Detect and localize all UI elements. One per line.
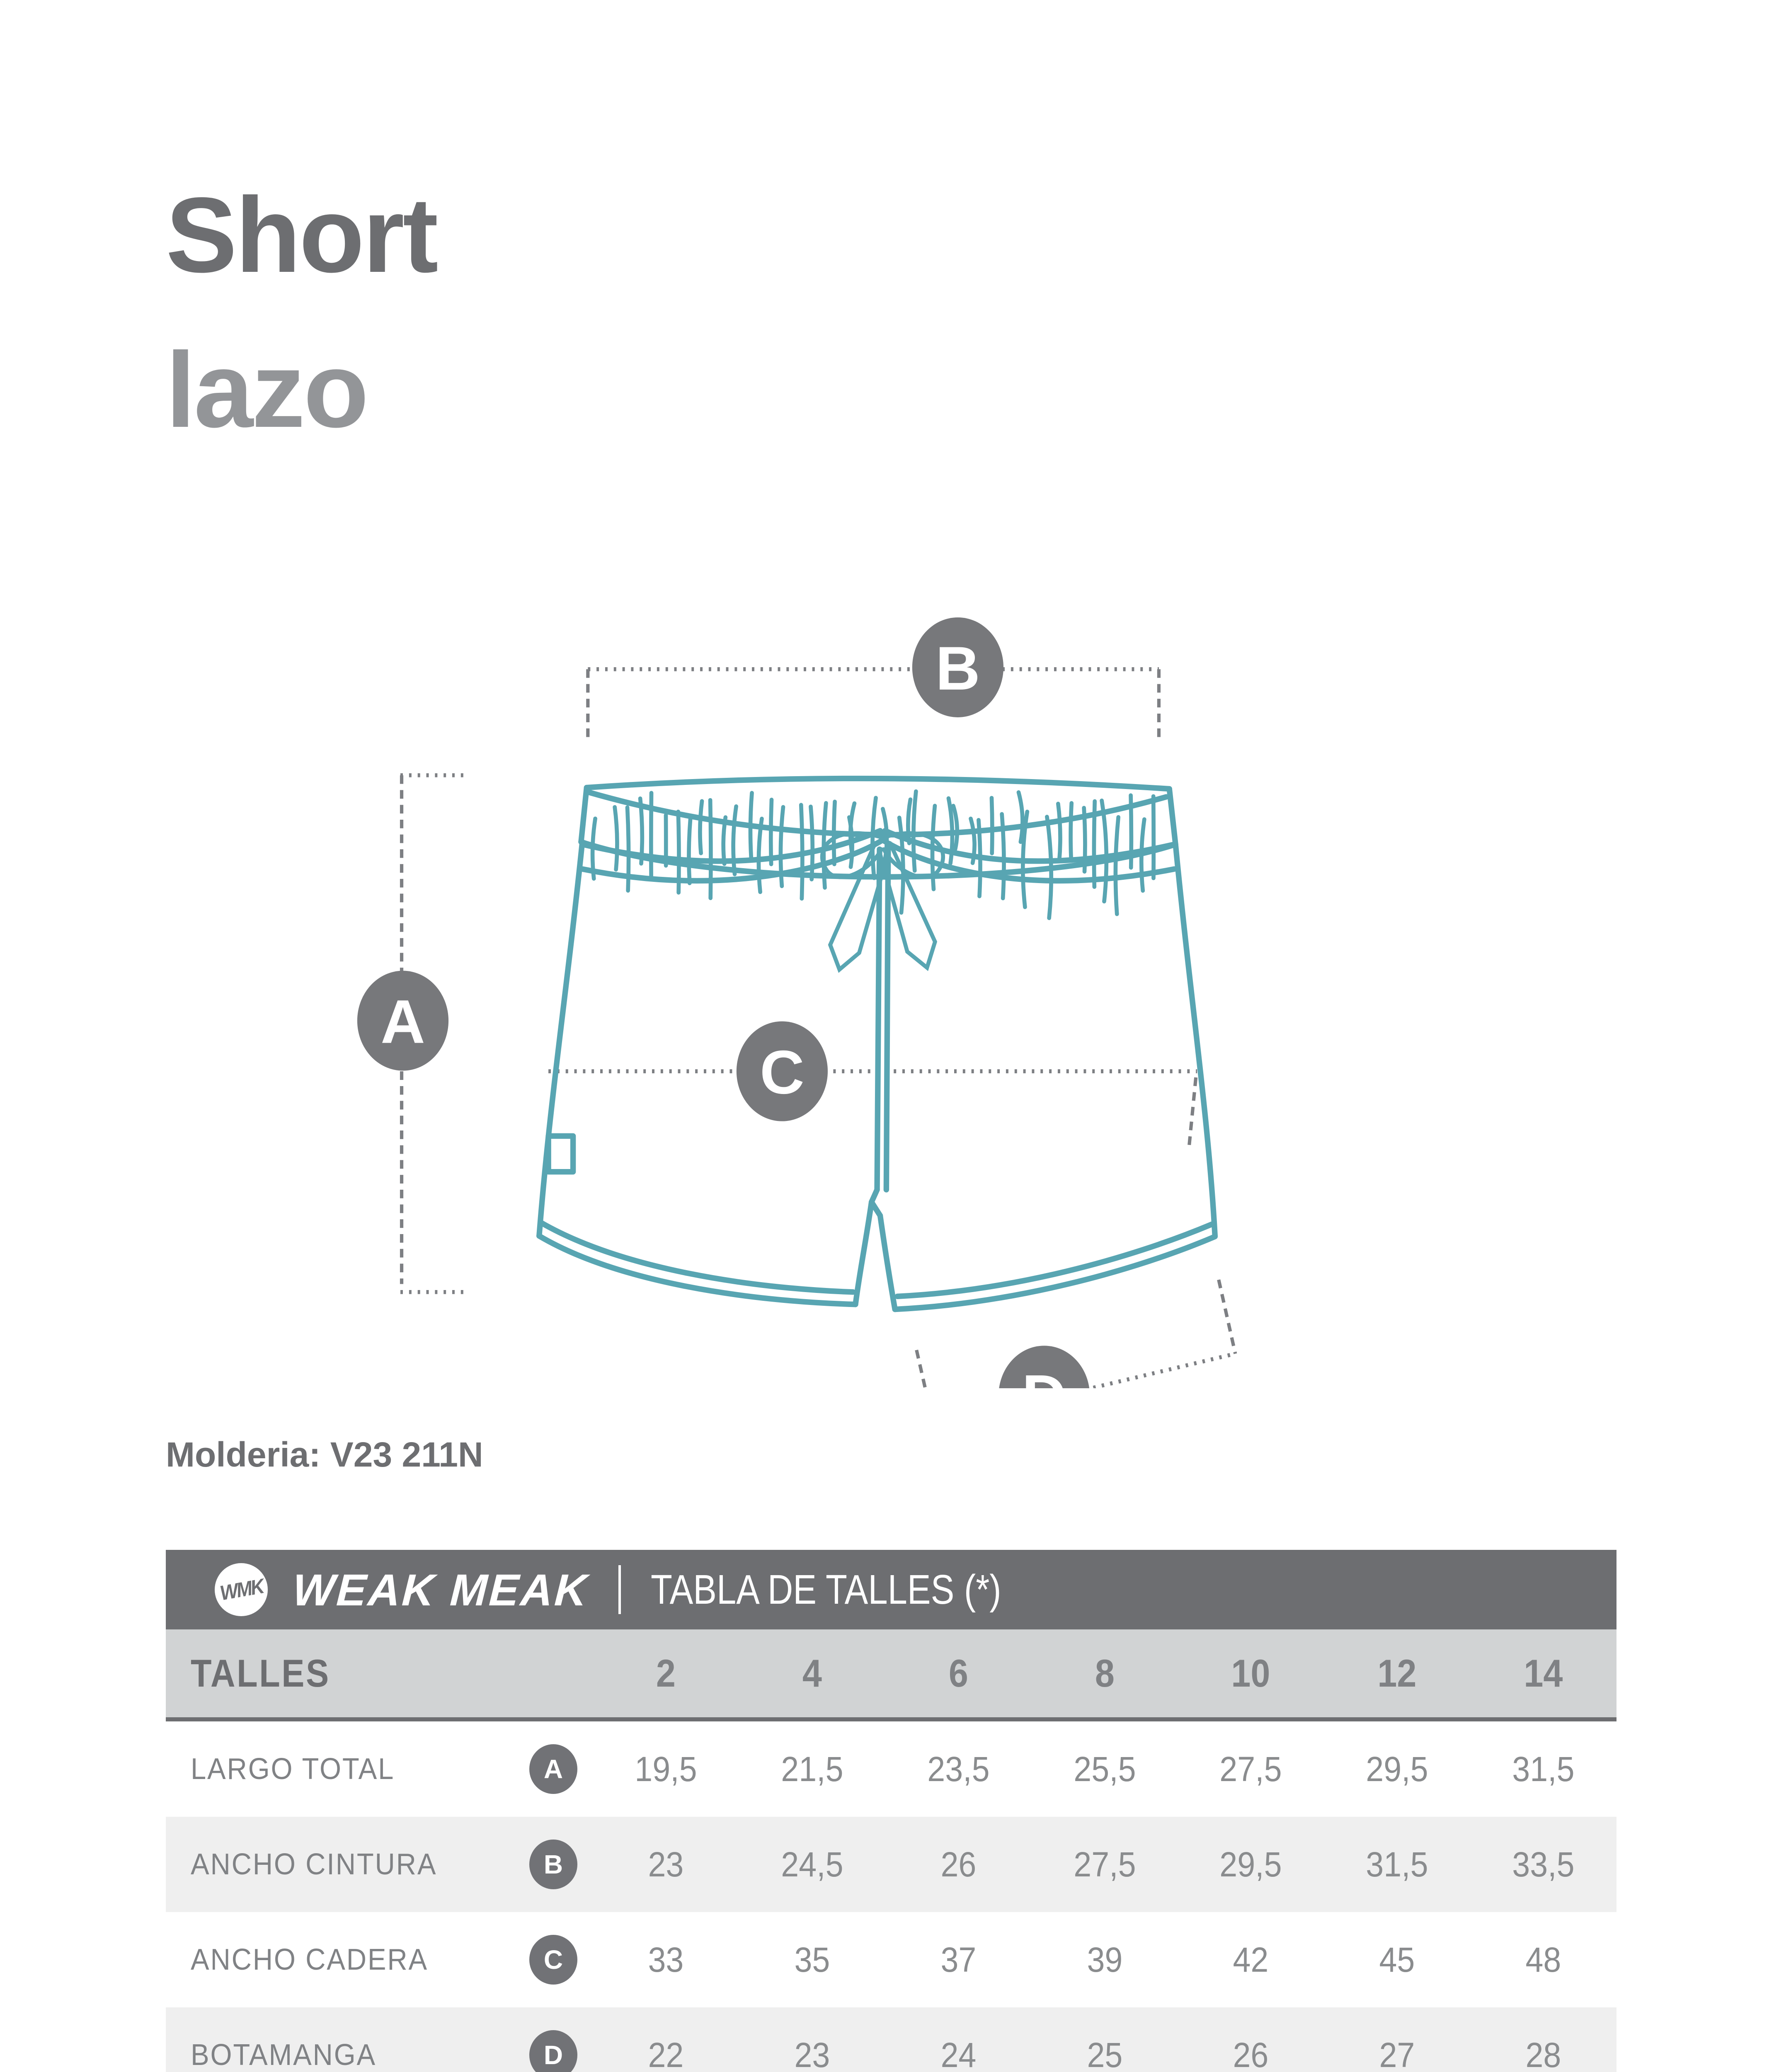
page-title-line1: Short xyxy=(166,175,439,295)
cell: 24 xyxy=(940,2035,977,2072)
marker-d: D xyxy=(999,1346,1090,1388)
side-tab xyxy=(545,1133,576,1175)
table-row-botamanga: BOTAMANGA D 22 23 24 25 26 27 28 xyxy=(166,2007,1616,2072)
cell: 29,5 xyxy=(1219,1844,1282,1884)
measure-b-lines xyxy=(586,667,1161,742)
cell: 45 xyxy=(1379,1940,1415,1979)
cell: 31,5 xyxy=(1512,1749,1575,1789)
shorts-diagram-svg: B A C D xyxy=(357,617,1237,1388)
brand-badge-initials: WMK xyxy=(218,1574,265,1605)
cell: 48 xyxy=(1525,1940,1561,1979)
waistband-gathers xyxy=(590,789,1156,920)
sizes-column-header: TALLES xyxy=(191,1651,330,1695)
cell: 31,5 xyxy=(1366,1844,1428,1884)
brand-logo-text: WEAK MEAK xyxy=(291,1564,590,1615)
marker-b-letter: B xyxy=(935,634,980,703)
row-label: ANCHO CADERA xyxy=(191,1943,428,1976)
molderia-reference: Molderia: V23 211N xyxy=(166,1435,483,1474)
cell: 23 xyxy=(794,2035,830,2072)
cell: 22 xyxy=(648,2035,684,2072)
size-col: 4 xyxy=(802,1651,822,1695)
marker-c: C xyxy=(736,1021,828,1121)
row-marker-d-icon: D xyxy=(529,2030,577,2072)
cell: 42 xyxy=(1233,1940,1269,1979)
cell: 23,5 xyxy=(927,1749,990,1789)
shorts-drawing xyxy=(536,775,1218,1312)
measure-d-lines xyxy=(915,1279,1237,1388)
page-title-line2: lazo xyxy=(166,330,369,450)
marker-a-letter: A xyxy=(380,987,425,1056)
row-label: BOTAMANGA xyxy=(191,2038,376,2072)
size-table-header: WMK WEAK MEAK TABLA DE TALLES (*) xyxy=(166,1550,1616,1629)
cell: 23 xyxy=(648,1844,684,1884)
page-title: Short lazo xyxy=(166,157,439,467)
size-col: 12 xyxy=(1377,1651,1417,1695)
brand-badge-icon: WMK xyxy=(215,1563,268,1616)
header-divider xyxy=(618,1565,621,1614)
cell: 27 xyxy=(1379,2035,1415,2072)
row-marker: A xyxy=(514,1744,593,1794)
row-label: LARGO TOTAL xyxy=(191,1752,395,1786)
table-row-ancho-cintura: ANCHO CINTURA B 23 24,5 26 27,5 29,5 31,… xyxy=(166,1817,1616,1912)
cell: 21,5 xyxy=(781,1749,843,1789)
cell: 19,5 xyxy=(635,1749,697,1789)
cell: 37 xyxy=(940,1940,977,1979)
cell: 24,5 xyxy=(781,1844,843,1884)
cell: 29,5 xyxy=(1366,1749,1428,1789)
size-col: 8 xyxy=(1095,1651,1115,1695)
marker-a: A xyxy=(357,971,449,1071)
table-row-ancho-cadera: ANCHO CADERA C 33 35 37 39 42 45 48 xyxy=(166,1912,1616,2007)
row-label: ANCHO CINTURA xyxy=(191,1848,437,1881)
row-marker: C xyxy=(514,1935,593,1985)
cell: 25 xyxy=(1087,2035,1122,2072)
size-col: 6 xyxy=(948,1651,968,1695)
cell: 39 xyxy=(1087,1940,1122,1979)
cell: 33 xyxy=(648,1940,684,1979)
cell: 28 xyxy=(1525,2035,1561,2072)
row-marker: D xyxy=(514,2030,593,2072)
size-col: 2 xyxy=(656,1651,676,1695)
row-marker-c-icon: C xyxy=(529,1935,577,1985)
garment-measurement-diagram: B A C D xyxy=(352,559,1306,1388)
marker-b: B xyxy=(912,617,1004,717)
cell: 27,5 xyxy=(1073,1844,1136,1884)
measure-c-lines xyxy=(548,1069,1198,1147)
size-col: 14 xyxy=(1524,1651,1563,1695)
cell: 26 xyxy=(1233,2035,1269,2072)
sizes-header-row: TALLES 2 4 6 8 10 12 14 xyxy=(166,1629,1616,1721)
marker-d-letter: D xyxy=(1022,1362,1066,1388)
cell: 33,5 xyxy=(1512,1844,1575,1884)
size-col: 10 xyxy=(1231,1651,1270,1695)
row-marker-a-icon: A xyxy=(529,1744,577,1794)
table-row-largo-total: LARGO TOTAL A 19,5 21,5 23,5 25,5 27,5 2… xyxy=(166,1721,1616,1817)
marker-c-letter: C xyxy=(760,1038,804,1107)
table-title: TABLA DE TALLES (*) xyxy=(650,1566,1001,1613)
cell: 27,5 xyxy=(1219,1749,1282,1789)
row-marker-b-icon: B xyxy=(529,1840,577,1889)
row-marker: B xyxy=(514,1840,593,1889)
cell: 26 xyxy=(940,1844,977,1884)
size-table: WMK WEAK MEAK TABLA DE TALLES (*) TALLES… xyxy=(166,1550,1616,2072)
cell: 25,5 xyxy=(1073,1749,1136,1789)
cell: 35 xyxy=(794,1940,830,1979)
